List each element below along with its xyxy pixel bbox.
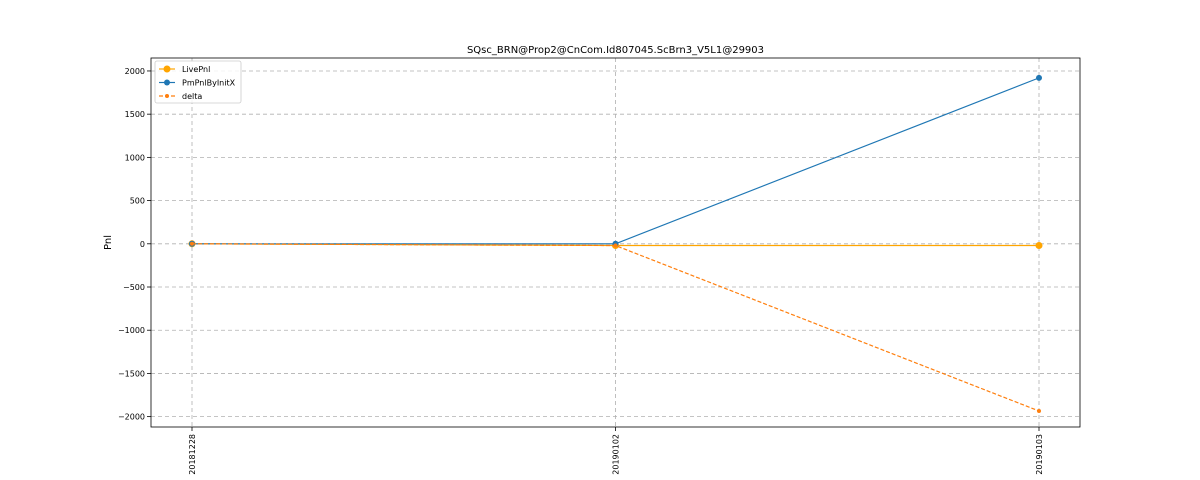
legend: LivePnl PmPnlByInitX delta (154, 60, 242, 104)
chart-title: SQsc_BRN@Prop2@CnCom.Id807045.ScBrn3_V5L… (467, 45, 764, 56)
series-group (188, 74, 1043, 414)
y-tick-label: 2000 (125, 67, 145, 76)
x-tick-label: 20190103 (1035, 434, 1044, 475)
legend-box (154, 60, 242, 104)
x-tick-label: 20181228 (188, 434, 197, 475)
y-tick-label: −1500 (118, 369, 145, 378)
y-axis-label: Pnl (103, 235, 114, 250)
y-tick-label: 1500 (125, 110, 145, 119)
legend-label: LivePnl (182, 65, 210, 74)
y-tick-label: −500 (123, 283, 145, 292)
legend-label: PmPnlByInitX (182, 79, 236, 88)
legend-marker (165, 94, 169, 98)
x-axis: 20181228 20190102 20190103 (188, 427, 1044, 475)
data-point (1035, 242, 1043, 250)
legend-marker (164, 79, 170, 86)
y-axis: −2000 −1500 −1000 −500 0 500 1000 1500 2000 (118, 67, 151, 422)
y-tick-label: 500 (130, 197, 145, 206)
data-point (1036, 74, 1042, 81)
x-tick-label: 20190102 (612, 434, 621, 475)
y-tick-label: −2000 (118, 413, 145, 422)
legend-label: delta (182, 92, 202, 101)
data-point (613, 243, 618, 248)
y-tick-label: −1000 (118, 326, 145, 335)
y-tick-label: 1000 (125, 153, 145, 162)
series-delta (190, 241, 1041, 414)
legend-marker (163, 65, 171, 73)
data-point (1037, 409, 1041, 414)
y-tick-label: 0 (140, 240, 145, 249)
data-point (190, 241, 194, 246)
